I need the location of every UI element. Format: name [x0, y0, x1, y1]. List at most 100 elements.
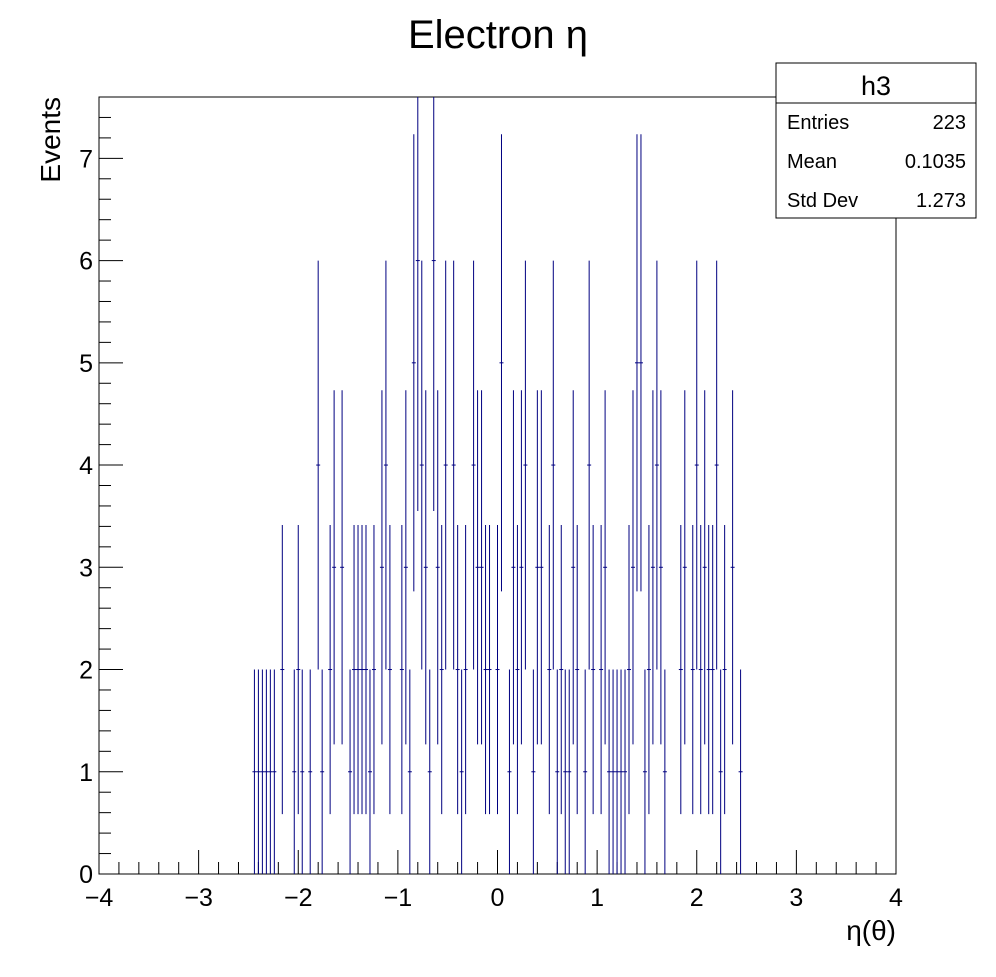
histogram-bin [252, 669, 257, 874]
histogram-bin [738, 669, 743, 874]
histogram-bin [296, 524, 301, 815]
histogram-bin [603, 390, 608, 745]
histogram-bin [619, 669, 624, 874]
histogram-bin [499, 134, 504, 592]
histogram-bin [630, 390, 635, 745]
histogram-bin [264, 669, 269, 874]
histogram-bin [698, 524, 703, 815]
histogram-bin [634, 134, 639, 592]
histogram-bin [332, 390, 337, 745]
histogram-bin [475, 390, 480, 745]
stats-entries-label: Entries [787, 112, 849, 134]
histogram-bin [348, 669, 353, 874]
histogram-bin [423, 390, 428, 745]
histogram-bin [407, 669, 412, 874]
histogram-bin [730, 390, 735, 745]
x-tick-label: 3 [789, 884, 803, 912]
histogram-bin [623, 669, 628, 874]
histogram-bin [519, 390, 524, 745]
histogram-bin [722, 524, 727, 815]
histogram-bin [607, 669, 612, 874]
histogram-bin [507, 669, 512, 874]
histogram-bin [328, 524, 333, 815]
histogram-bin [387, 524, 392, 815]
stats-stddev-label: Std Dev [787, 190, 858, 212]
histogram-bin [371, 524, 376, 815]
histogram-bin [646, 524, 651, 815]
histogram-bin [559, 524, 564, 815]
histogram-bin [340, 390, 345, 745]
x-tick-label: 4 [889, 884, 903, 912]
histogram-bin [654, 260, 659, 670]
histogram-bin [539, 390, 544, 745]
x-axis-title: η(θ) [846, 915, 896, 946]
y-tick-label: 5 [79, 350, 93, 378]
histogram-bin [459, 669, 464, 874]
y-tick-label: 4 [79, 452, 93, 480]
histogram-bin [280, 524, 285, 815]
x-tick-label: −1 [384, 884, 413, 912]
y-axis-title: Events [35, 97, 66, 183]
histogram-bin [547, 524, 552, 815]
histogram-bin [435, 390, 440, 745]
chart-title: Electron η [408, 13, 588, 57]
histogram-bin [642, 669, 647, 874]
histogram-bin [710, 524, 715, 815]
histogram-bin [356, 524, 361, 815]
histogram-bin [563, 669, 568, 874]
histogram-bin [615, 669, 620, 874]
histogram-bin [483, 524, 488, 815]
x-tick-label: −2 [284, 884, 313, 912]
histogram-bin [415, 97, 420, 512]
histogram-bin [694, 260, 699, 670]
x-tick-label: −4 [85, 884, 114, 912]
histogram-bin [367, 669, 372, 874]
histogram-bin [443, 260, 448, 670]
histogram-bin [487, 524, 492, 815]
stats-histogram-name: h3 [861, 71, 891, 101]
histogram-bin [515, 524, 520, 815]
histogram-bin [383, 260, 388, 670]
stats-mean-value: 0.1035 [905, 151, 966, 173]
histogram-bin [627, 524, 631, 815]
histogram-bin [706, 524, 711, 815]
histogram-bin [551, 260, 556, 670]
histogram-bin [678, 524, 683, 815]
stats-mean-label: Mean [787, 151, 837, 173]
x-tick-label: 1 [590, 884, 604, 912]
y-tick-label: 0 [79, 861, 93, 889]
y-tick-label: 6 [79, 248, 93, 276]
histogram-bin [511, 390, 516, 745]
histogram-bin [352, 524, 357, 815]
histogram-bin [419, 260, 424, 670]
histogram-bin [411, 134, 416, 592]
histogram-bin [599, 524, 604, 815]
histogram-bin [320, 669, 325, 874]
stats-stddev-value: 1.273 [916, 190, 966, 212]
y-tick-label: 2 [79, 657, 93, 685]
histogram-bin [260, 669, 265, 874]
x-tick-label: 2 [690, 884, 704, 912]
y-tick-label: 7 [79, 145, 93, 173]
histogram-bin [316, 260, 321, 670]
stats-box: h3 Entries 223 Mean 0.1035 Std Dev 1.273 [775, 62, 977, 219]
histogram-bin [360, 524, 365, 815]
stats-box-frame [775, 62, 977, 219]
histogram-bin [531, 669, 536, 874]
histogram-bin [555, 669, 560, 874]
histogram-bin [575, 524, 580, 815]
histogram-bin [364, 524, 368, 815]
histogram-bin [523, 260, 528, 670]
histogram-bin [479, 390, 484, 745]
y-tick-label: 3 [79, 554, 93, 582]
x-tick-label: 0 [491, 884, 505, 912]
histogram-bin [583, 669, 588, 874]
histogram-bin [471, 260, 476, 670]
x-tick-label: −3 [184, 884, 213, 912]
histogram-bin [662, 669, 667, 874]
histogram-bin [455, 524, 460, 815]
histogram-bin [587, 260, 592, 670]
histogram-bin [292, 669, 297, 874]
histogram-bin [658, 390, 663, 745]
